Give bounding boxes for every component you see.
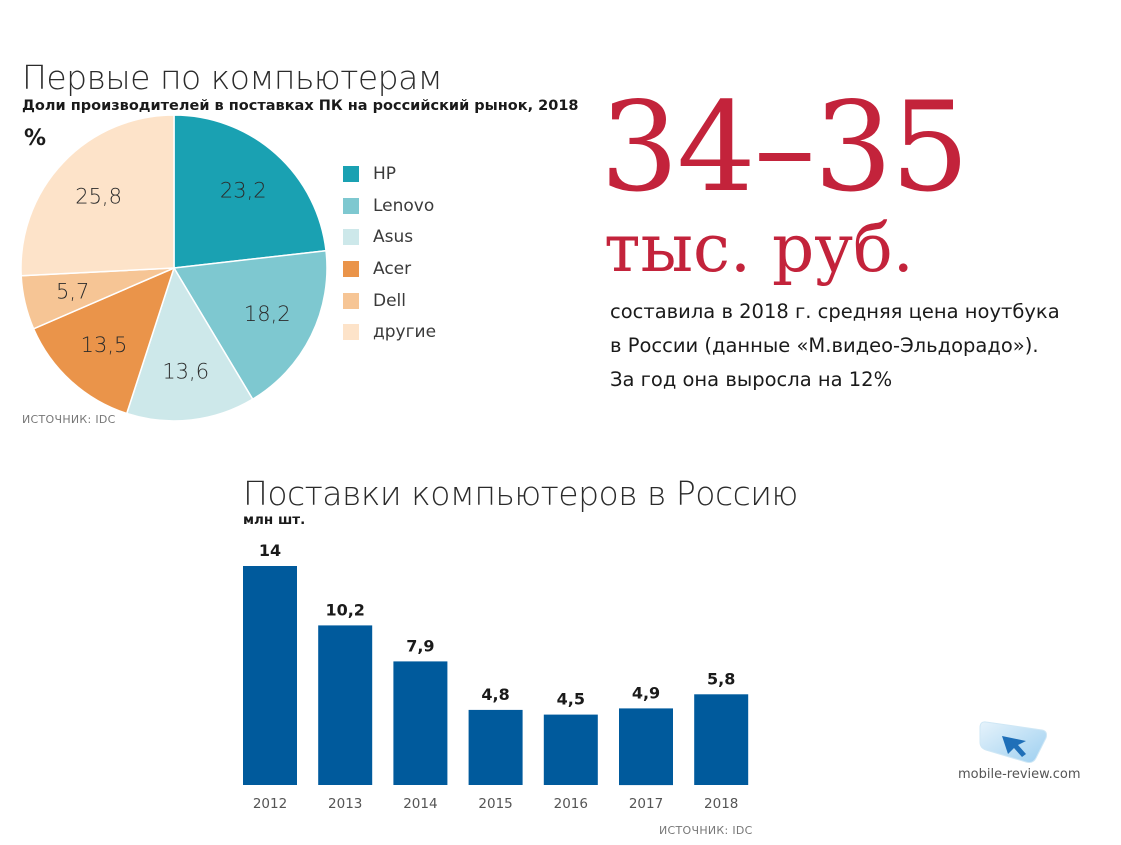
bar-2016 [543, 714, 598, 785]
pie-slice-lenovo [172, 249, 328, 401]
pie-slice-другие [20, 114, 175, 277]
x-tick-label: 2016 [554, 796, 588, 812]
bar-value-label: 5,8 [707, 669, 735, 688]
price-description: составила в 2018 г. средняя цена ноутбук… [610, 295, 1110, 397]
legend-swatch [343, 197, 359, 214]
pie-chart-source: ИСТОЧНИК: IDC [22, 413, 116, 426]
bar-value-label: 4,9 [632, 683, 660, 702]
price-range-number: 34–35 [600, 76, 970, 220]
bar-2013 [318, 625, 373, 785]
legend-label: Acer [373, 258, 412, 279]
cursor-arrow-icon [979, 721, 1047, 763]
legend-label: Asus [373, 227, 414, 248]
legend-item-acer: Acer [343, 253, 436, 285]
legend-swatch [343, 229, 359, 246]
legend-swatch [343, 292, 359, 309]
price-description-line: составила в 2018 г. средняя цена ноутбук… [610, 300, 1060, 323]
pie-chart-title: Первые по компьютерам [22, 58, 443, 97]
legend-item-asus: Asus [343, 221, 436, 253]
pie-data-label: 5,7 [56, 280, 89, 304]
x-tick-label: 2013 [328, 796, 362, 812]
bar-value-label: 7,9 [406, 636, 434, 655]
bar-2012 [243, 566, 297, 785]
bar-value-label: 14 [259, 541, 281, 560]
pie-slice-asus [125, 266, 254, 422]
legend-label: HP [373, 163, 397, 184]
x-tick-label: 2018 [704, 796, 738, 812]
bar-chart-unit: млн шт. [243, 512, 306, 528]
bar-2014 [393, 661, 448, 785]
bar-2017 [619, 708, 673, 786]
bar-2015 [468, 709, 523, 785]
x-tick-label: 2017 [629, 796, 663, 812]
legend-label: Lenovo [373, 195, 435, 216]
x-tick-label: 2015 [478, 796, 512, 812]
legend-item-dell: Dell [343, 285, 436, 317]
bar-chart-source: ИСТОЧНИК: IDC [659, 824, 753, 837]
bar-value-label: 10,2 [325, 600, 364, 619]
bar-chart-title: Поставки компьютеров в Россию [243, 474, 798, 513]
pie-data-label: 23,2 [220, 178, 267, 202]
pie-data-label: 13,5 [81, 333, 128, 357]
pie-data-label: 25,8 [75, 184, 122, 208]
legend-label: Dell [373, 290, 406, 311]
legend-label: другие [373, 322, 437, 343]
pie-data-label: 13,6 [162, 359, 209, 383]
bar-2018 [694, 694, 749, 785]
bar-value-label: 4,8 [481, 685, 509, 704]
legend-item-hp: HP [343, 158, 436, 190]
legend-swatch [343, 165, 359, 182]
x-tick-label: 2014 [403, 796, 437, 812]
bar-chart: 14 2012 10,2 2013 7,9 2014 4,8 2015 4,5 2016 4,9 20… [243, 541, 749, 812]
legend-swatch [343, 324, 359, 341]
pie-chart-subtitle: Доли производителей в поставках ПК на ро… [22, 98, 579, 114]
pie-legend: HP Lenovo Asus Acer Dell другие [343, 158, 436, 348]
x-tick-label: 2012 [253, 796, 287, 812]
logo-text: mobile-review.com [958, 767, 1081, 782]
price-description-line: в России (данные «М.видео-Эльдорадо»). [610, 334, 1039, 357]
pie-chart-unit: % [24, 126, 47, 151]
legend-item-lenovo: Lenovo [343, 190, 436, 222]
legend-item-другие: другие [343, 316, 436, 348]
pie-slice-acer [32, 266, 176, 415]
pie-chart: 23,2 18,2 13,6 13,5 5,7 25,8 [20, 114, 328, 422]
price-description-line: За год она выросла на 12% [610, 368, 893, 391]
legend-swatch [343, 260, 359, 277]
pie-data-label: 18,2 [244, 302, 291, 326]
price-unit: тыс. руб. [604, 210, 914, 287]
bar-value-label: 4,5 [557, 690, 585, 709]
pie-slice-hp [173, 114, 327, 269]
